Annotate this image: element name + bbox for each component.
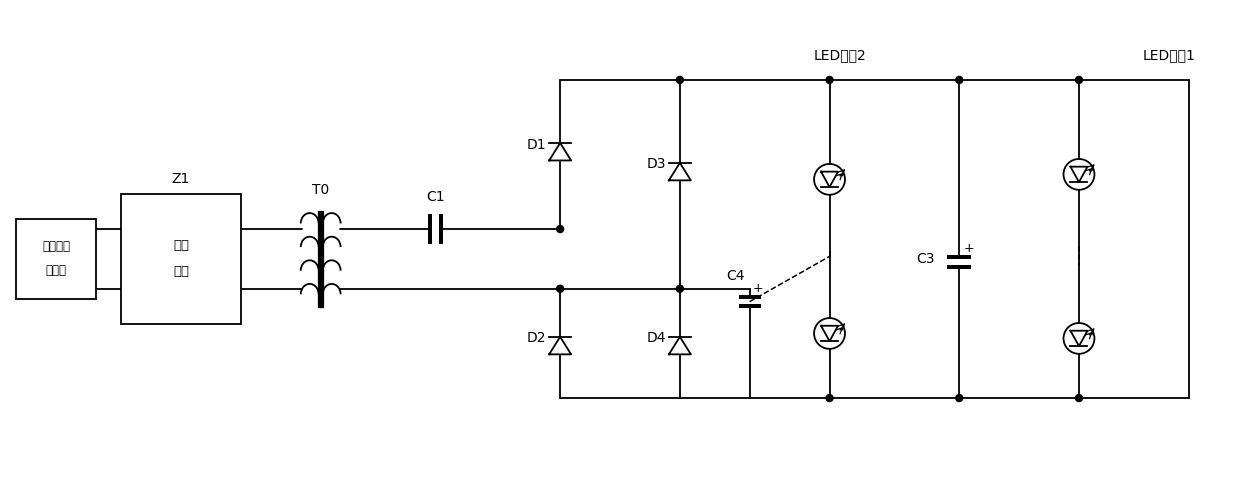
Circle shape bbox=[557, 285, 564, 292]
Text: +: + bbox=[963, 242, 973, 255]
Polygon shape bbox=[821, 171, 838, 187]
Circle shape bbox=[1075, 395, 1083, 401]
Text: LED负载1: LED负载1 bbox=[1142, 48, 1195, 62]
Text: 交流源: 交流源 bbox=[46, 264, 67, 277]
Text: +: + bbox=[753, 282, 764, 295]
Polygon shape bbox=[821, 326, 838, 341]
Text: C1: C1 bbox=[427, 190, 445, 204]
Text: D3: D3 bbox=[646, 158, 666, 171]
Text: D2: D2 bbox=[527, 331, 546, 345]
Polygon shape bbox=[1070, 167, 1087, 182]
Circle shape bbox=[676, 77, 683, 83]
Text: Z1: Z1 bbox=[172, 172, 190, 186]
Text: C4: C4 bbox=[727, 269, 745, 283]
Polygon shape bbox=[1070, 331, 1087, 346]
Text: 高频脉冲: 高频脉冲 bbox=[42, 240, 71, 253]
Circle shape bbox=[1075, 77, 1083, 83]
FancyBboxPatch shape bbox=[16, 219, 97, 298]
Text: 网络: 网络 bbox=[174, 265, 188, 278]
Circle shape bbox=[676, 285, 683, 292]
Text: LED负载2: LED负载2 bbox=[813, 48, 866, 62]
Circle shape bbox=[956, 395, 962, 401]
Text: T0: T0 bbox=[312, 183, 330, 197]
Text: D1: D1 bbox=[527, 137, 546, 151]
Circle shape bbox=[826, 395, 833, 401]
Circle shape bbox=[557, 226, 564, 232]
FancyBboxPatch shape bbox=[122, 194, 241, 323]
Polygon shape bbox=[668, 163, 691, 181]
Text: 阻抗: 阻抗 bbox=[174, 240, 188, 252]
Circle shape bbox=[956, 77, 962, 83]
Circle shape bbox=[826, 77, 833, 83]
Polygon shape bbox=[549, 337, 572, 354]
Text: C3: C3 bbox=[916, 252, 934, 266]
Polygon shape bbox=[668, 337, 691, 354]
Text: D4: D4 bbox=[646, 331, 666, 345]
Polygon shape bbox=[549, 143, 572, 160]
